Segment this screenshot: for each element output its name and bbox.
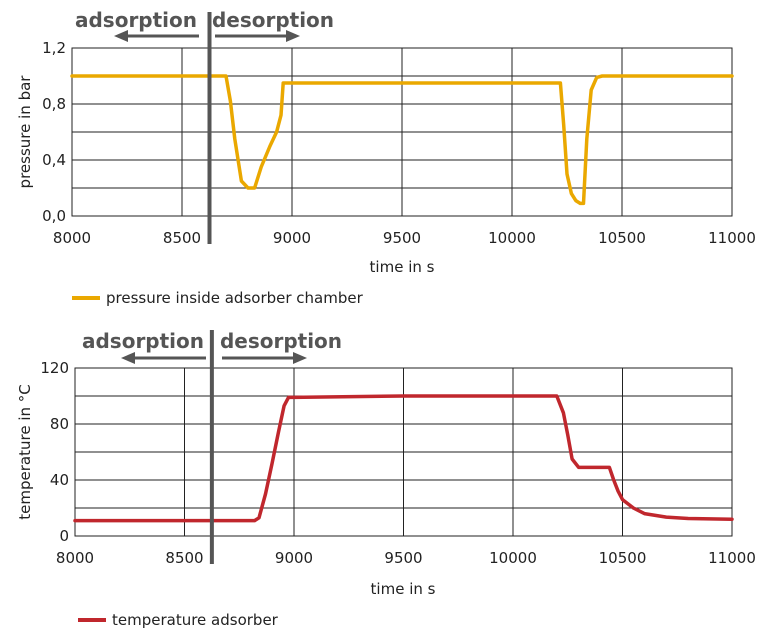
pressure-x-tick-label: 11000 [708, 229, 756, 247]
temperature-x-tick-label: 10000 [489, 549, 537, 567]
adsorption-label-top: adsorption [75, 8, 197, 32]
pressure-grid [71, 47, 733, 217]
temperature-chart: 0 40 80 120 8000 8500 9000 9500 10000 10500 11000… [16, 329, 756, 629]
pressure-plot-frame [71, 47, 733, 217]
temperature-x-ticks: 8000 8500 9000 9500 10000 10500 11000 [56, 549, 756, 567]
pressure-y-axis-label: pressure in bar [16, 75, 34, 189]
temperature-x-tick-label: 9000 [275, 549, 313, 567]
pressure-x-tick-label: 9000 [273, 229, 311, 247]
temperature-y-ticks: 0 40 80 120 [40, 359, 69, 545]
temperature-plot-frame [74, 367, 733, 537]
temperature-x-tick-label: 8000 [56, 549, 94, 567]
pressure-x-axis-label: time in s [370, 258, 435, 276]
pressure-y-tick-label: 0,8 [42, 95, 66, 113]
desorption-arrow-bottom [222, 352, 307, 364]
pressure-y-tick-label: 0,4 [42, 151, 66, 169]
pressure-x-tick-label: 8000 [53, 229, 91, 247]
pressure-chart: 0,0 0,4 0,8 1,2 8000 8500 9000 9500 10000 10500 1… [16, 8, 756, 307]
adsorption-arrow-top [114, 30, 199, 42]
adsorption-arrow-bottom [121, 352, 206, 364]
pressure-y-tick-label: 0,0 [42, 207, 66, 225]
temperature-x-tick-label: 9500 [384, 549, 422, 567]
temperature-x-axis-label: time in s [371, 580, 436, 598]
pressure-y-tick-label: 1,2 [42, 39, 66, 57]
pressure-legend: pressure inside adsorber chamber [72, 289, 364, 307]
temperature-y-tick-label: 120 [40, 359, 69, 377]
pressure-series-line [70, 74, 734, 206]
temperature-x-tick-label: 8500 [165, 549, 203, 567]
desorption-arrow-top [215, 30, 300, 42]
pressure-x-tick-label: 10500 [598, 229, 646, 247]
desorption-label-top: desorption [212, 8, 334, 32]
temperature-y-tick-label: 0 [59, 527, 69, 545]
desorption-label-bottom: desorption [220, 329, 342, 353]
adsorption-label-bottom: adsorption [82, 329, 204, 353]
temperature-y-tick-label: 40 [50, 471, 69, 489]
temperature-y-axis-label: temperature in °C [16, 384, 34, 519]
pressure-legend-label: pressure inside adsorber chamber [106, 289, 364, 307]
temperature-x-tick-label: 10500 [599, 549, 647, 567]
pressure-x-ticks: 8000 8500 9000 9500 10000 10500 11000 [53, 229, 756, 247]
temperature-x-tick-label: 11000 [708, 549, 756, 567]
temperature-series-line [73, 394, 734, 523]
pressure-x-tick-label: 9500 [383, 229, 421, 247]
pressure-y-ticks: 0,0 0,4 0,8 1,2 [42, 39, 66, 225]
pressure-x-tick-label: 8500 [163, 229, 201, 247]
temperature-legend: temperature adsorber [78, 611, 279, 629]
temperature-y-tick-label: 80 [50, 415, 69, 433]
temperature-legend-label: temperature adsorber [112, 611, 279, 629]
pressure-x-tick-label: 10000 [488, 229, 536, 247]
temperature-grid [74, 367, 733, 537]
